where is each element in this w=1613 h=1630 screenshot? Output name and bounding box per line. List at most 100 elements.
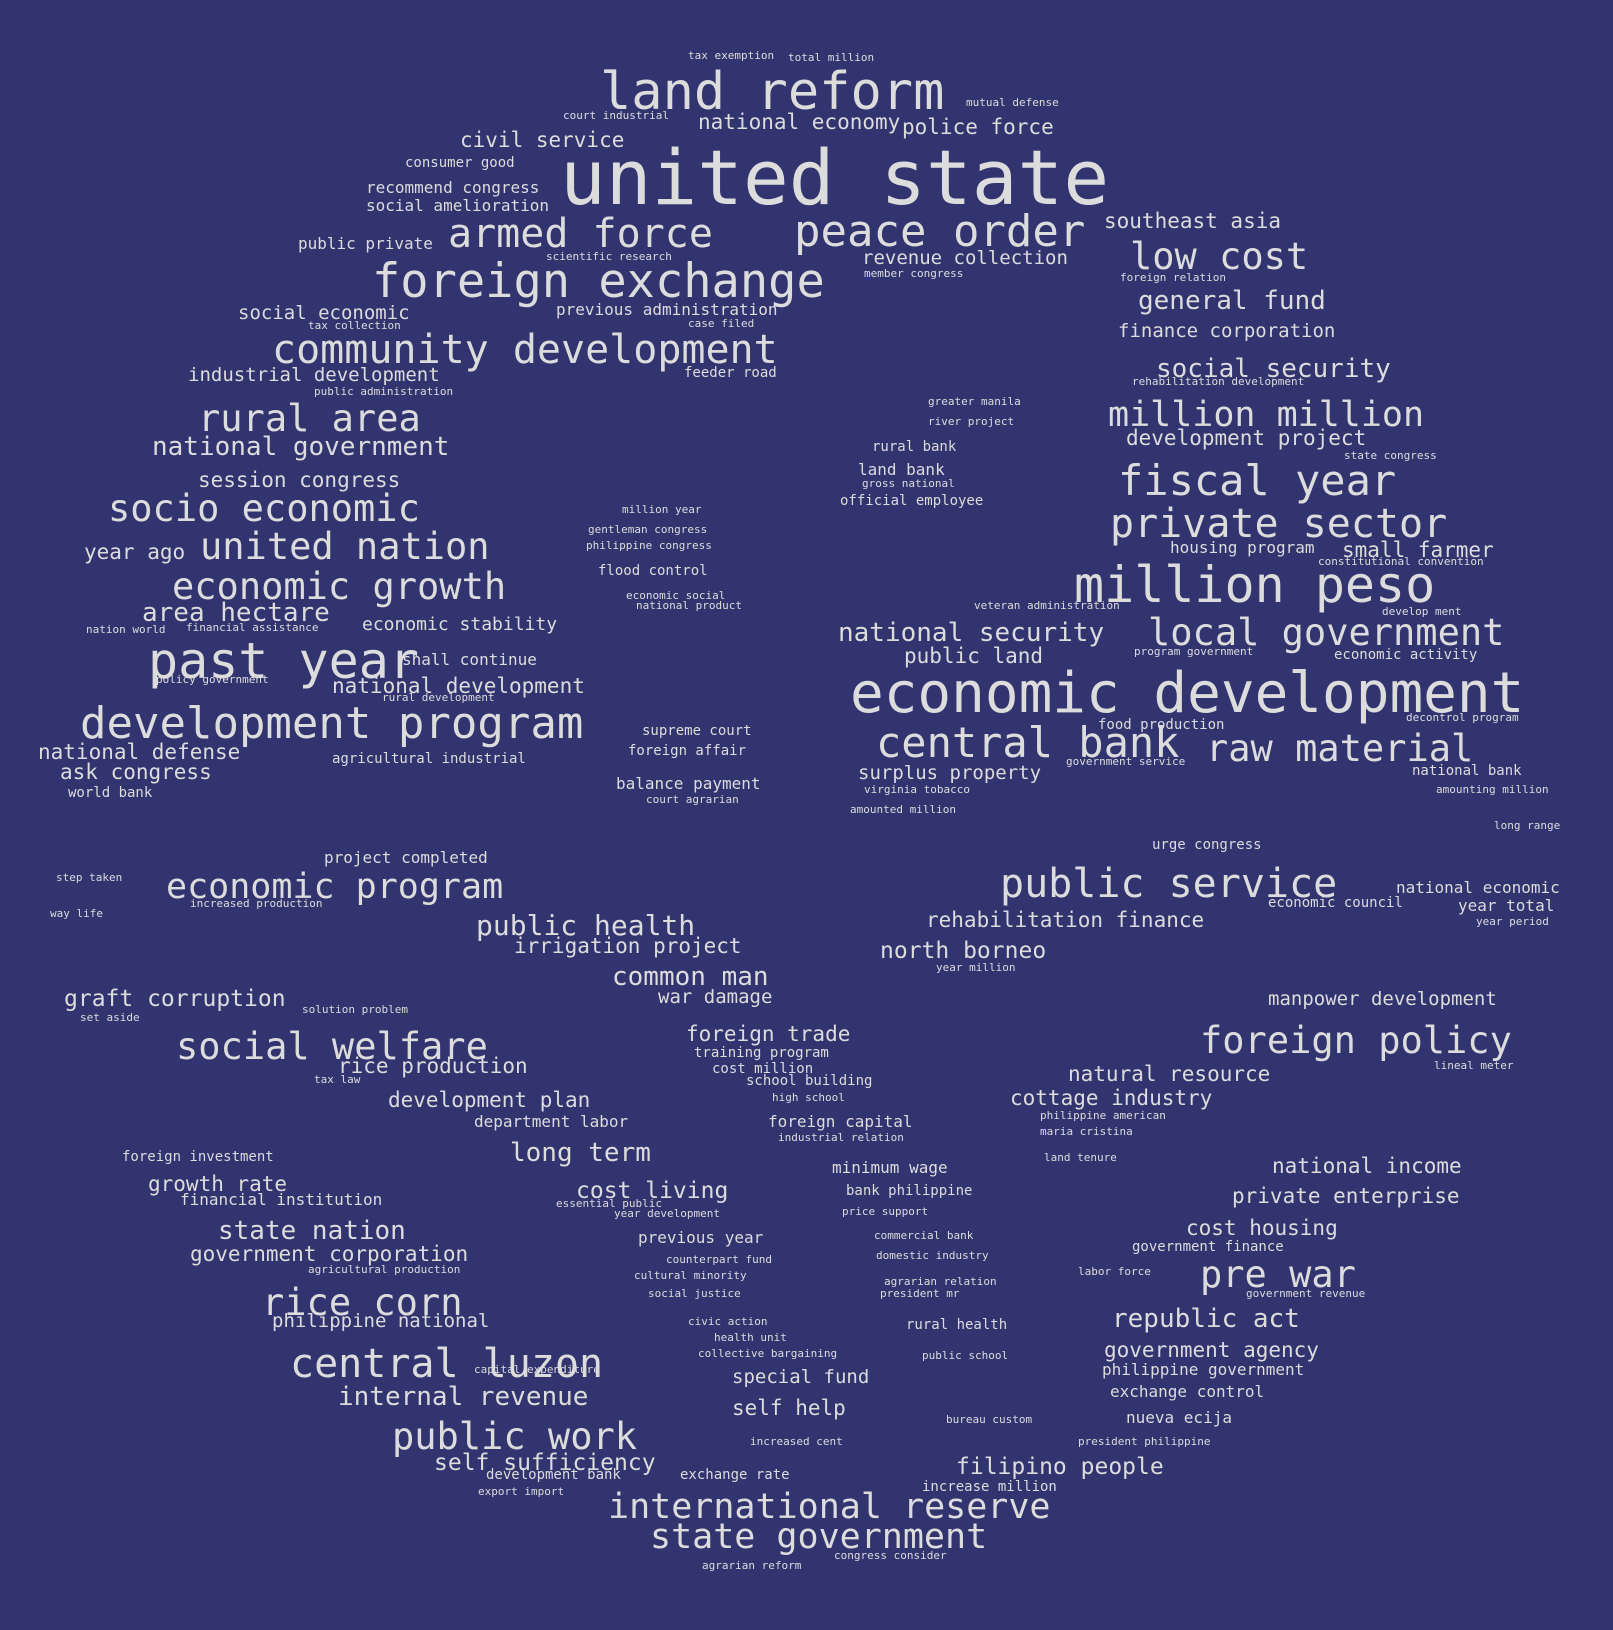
word: health unit — [714, 1331, 787, 1344]
word: economic stability — [362, 614, 558, 635]
word: president mr — [880, 1287, 960, 1300]
word: rural area — [198, 397, 421, 440]
word: social amelioration — [366, 196, 550, 215]
word: public work — [392, 1415, 638, 1458]
word: supreme court — [642, 723, 752, 739]
word: way life — [50, 907, 103, 920]
word: collective bargaining — [698, 1347, 838, 1360]
word: session congress — [198, 468, 401, 492]
word: public administration — [314, 385, 454, 398]
word: lineal meter — [1434, 1059, 1514, 1072]
word: police force — [902, 115, 1054, 139]
word: nation world — [86, 623, 166, 636]
word: policy government — [156, 673, 269, 686]
word: public service — [1000, 861, 1338, 907]
word: international reserve — [608, 1487, 1051, 1527]
word: special fund — [732, 1366, 870, 1388]
word: tax law — [314, 1073, 361, 1086]
word: peace order — [794, 206, 1086, 257]
word: low cost — [1130, 235, 1309, 278]
word: national defense — [38, 740, 241, 764]
word: year ago — [84, 540, 186, 564]
word: million peso — [1074, 556, 1436, 614]
word: shall continue — [402, 650, 537, 669]
word: war damage — [658, 986, 773, 1008]
word: veteran administration — [974, 599, 1120, 612]
word: national economic — [1396, 878, 1560, 897]
word: community development — [272, 327, 778, 373]
word: republic act — [1112, 1304, 1300, 1334]
word: foreign affair — [628, 743, 747, 759]
word: step taken — [56, 871, 123, 884]
word: state nation — [218, 1216, 406, 1246]
word: minimum wage — [832, 1158, 948, 1177]
word: amounting million — [1436, 783, 1549, 796]
word: social security — [1156, 354, 1391, 384]
word: irrigation project — [514, 934, 742, 958]
word: central bank — [876, 718, 1180, 767]
word: raw material — [1206, 727, 1474, 770]
word: total million — [788, 51, 875, 64]
word: national security — [838, 618, 1105, 648]
word: philippine american — [1040, 1109, 1166, 1122]
word: general fund — [1138, 286, 1326, 316]
word: president philippine — [1078, 1435, 1211, 1448]
word: rehabilitation development — [1132, 375, 1305, 388]
word: high school — [772, 1091, 845, 1104]
word: develop ment — [1382, 605, 1462, 618]
word: river project — [928, 415, 1015, 428]
word: civic action — [688, 1315, 768, 1328]
word: mutual defense — [966, 96, 1059, 109]
word: public private — [298, 234, 433, 253]
word: court agrarian — [646, 793, 739, 806]
word: government service — [1066, 755, 1186, 768]
word: government corporation — [190, 1242, 469, 1266]
word: public health — [476, 909, 696, 942]
word: north borneo — [880, 938, 1047, 964]
word: counterpart fund — [666, 1253, 772, 1266]
word: labor force — [1078, 1265, 1151, 1278]
word: land reform — [600, 62, 945, 122]
word: long term — [510, 1138, 651, 1168]
word: tax exemption — [688, 49, 775, 62]
word: increase million — [922, 1479, 1057, 1495]
word: national development — [332, 674, 585, 698]
word: national product — [636, 599, 742, 612]
word: year development — [614, 1207, 720, 1220]
word: united nation — [200, 525, 490, 568]
word: private sector — [1110, 501, 1448, 547]
word: economic development — [850, 661, 1525, 726]
word: united state — [560, 133, 1110, 222]
word: land bank — [858, 460, 945, 479]
word: social welfare — [176, 1025, 488, 1068]
word: development plan — [388, 1088, 591, 1112]
word: project completed — [324, 848, 488, 867]
word: agricultural industrial — [332, 751, 526, 767]
word: price support — [842, 1205, 929, 1218]
word: philippine government — [1102, 1360, 1305, 1379]
word: industrial development — [188, 364, 440, 386]
word: self sufficiency — [434, 1450, 656, 1476]
word: gross national — [862, 477, 955, 490]
word: official employee — [840, 493, 984, 509]
word: gentleman congress — [588, 523, 708, 536]
word: development program — [80, 698, 584, 749]
word: housing program — [1170, 538, 1315, 557]
word: bureau custom — [946, 1413, 1033, 1426]
word: public land — [904, 644, 1044, 668]
word: land tenure — [1044, 1151, 1117, 1164]
word: scientific research — [546, 250, 672, 263]
word: school building — [746, 1073, 873, 1089]
word: internal revenue — [338, 1382, 589, 1412]
word: essential public — [556, 1197, 662, 1210]
word: commercial bank — [874, 1229, 974, 1242]
word: natural resource — [1068, 1062, 1271, 1086]
word: congress consider — [834, 1549, 947, 1562]
word: ask congress — [60, 760, 212, 784]
word: cottage industry — [1010, 1086, 1213, 1110]
word: increased cent — [750, 1435, 843, 1448]
word: national bank — [1412, 763, 1522, 779]
word: national government — [152, 432, 450, 462]
word: decontrol program — [1406, 711, 1519, 724]
word: government finance — [1132, 1239, 1284, 1255]
